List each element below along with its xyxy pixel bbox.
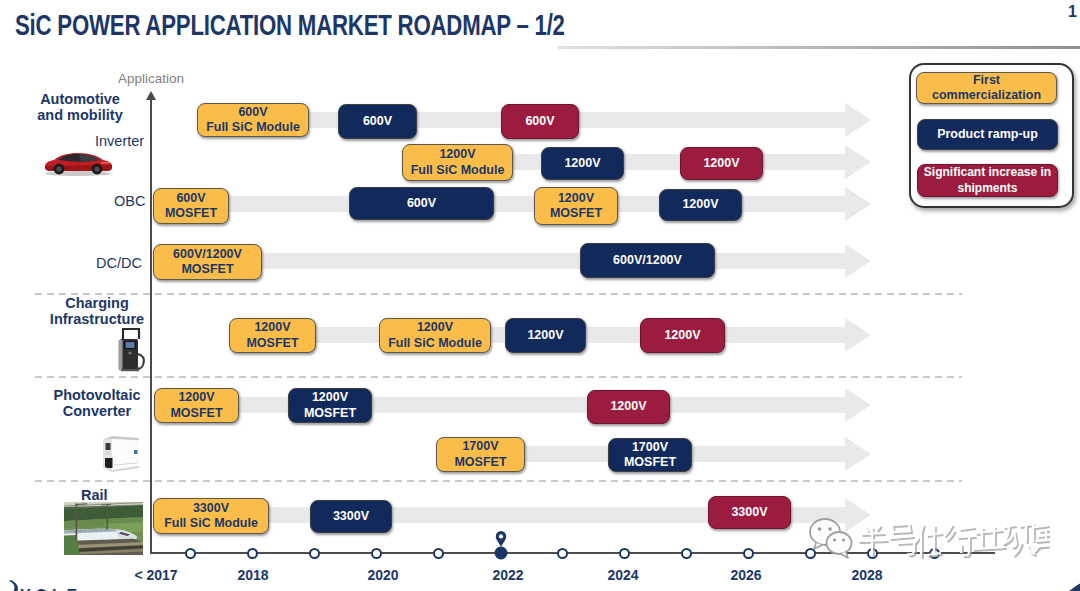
svg-text:YOLE: YOLE xyxy=(20,587,82,591)
